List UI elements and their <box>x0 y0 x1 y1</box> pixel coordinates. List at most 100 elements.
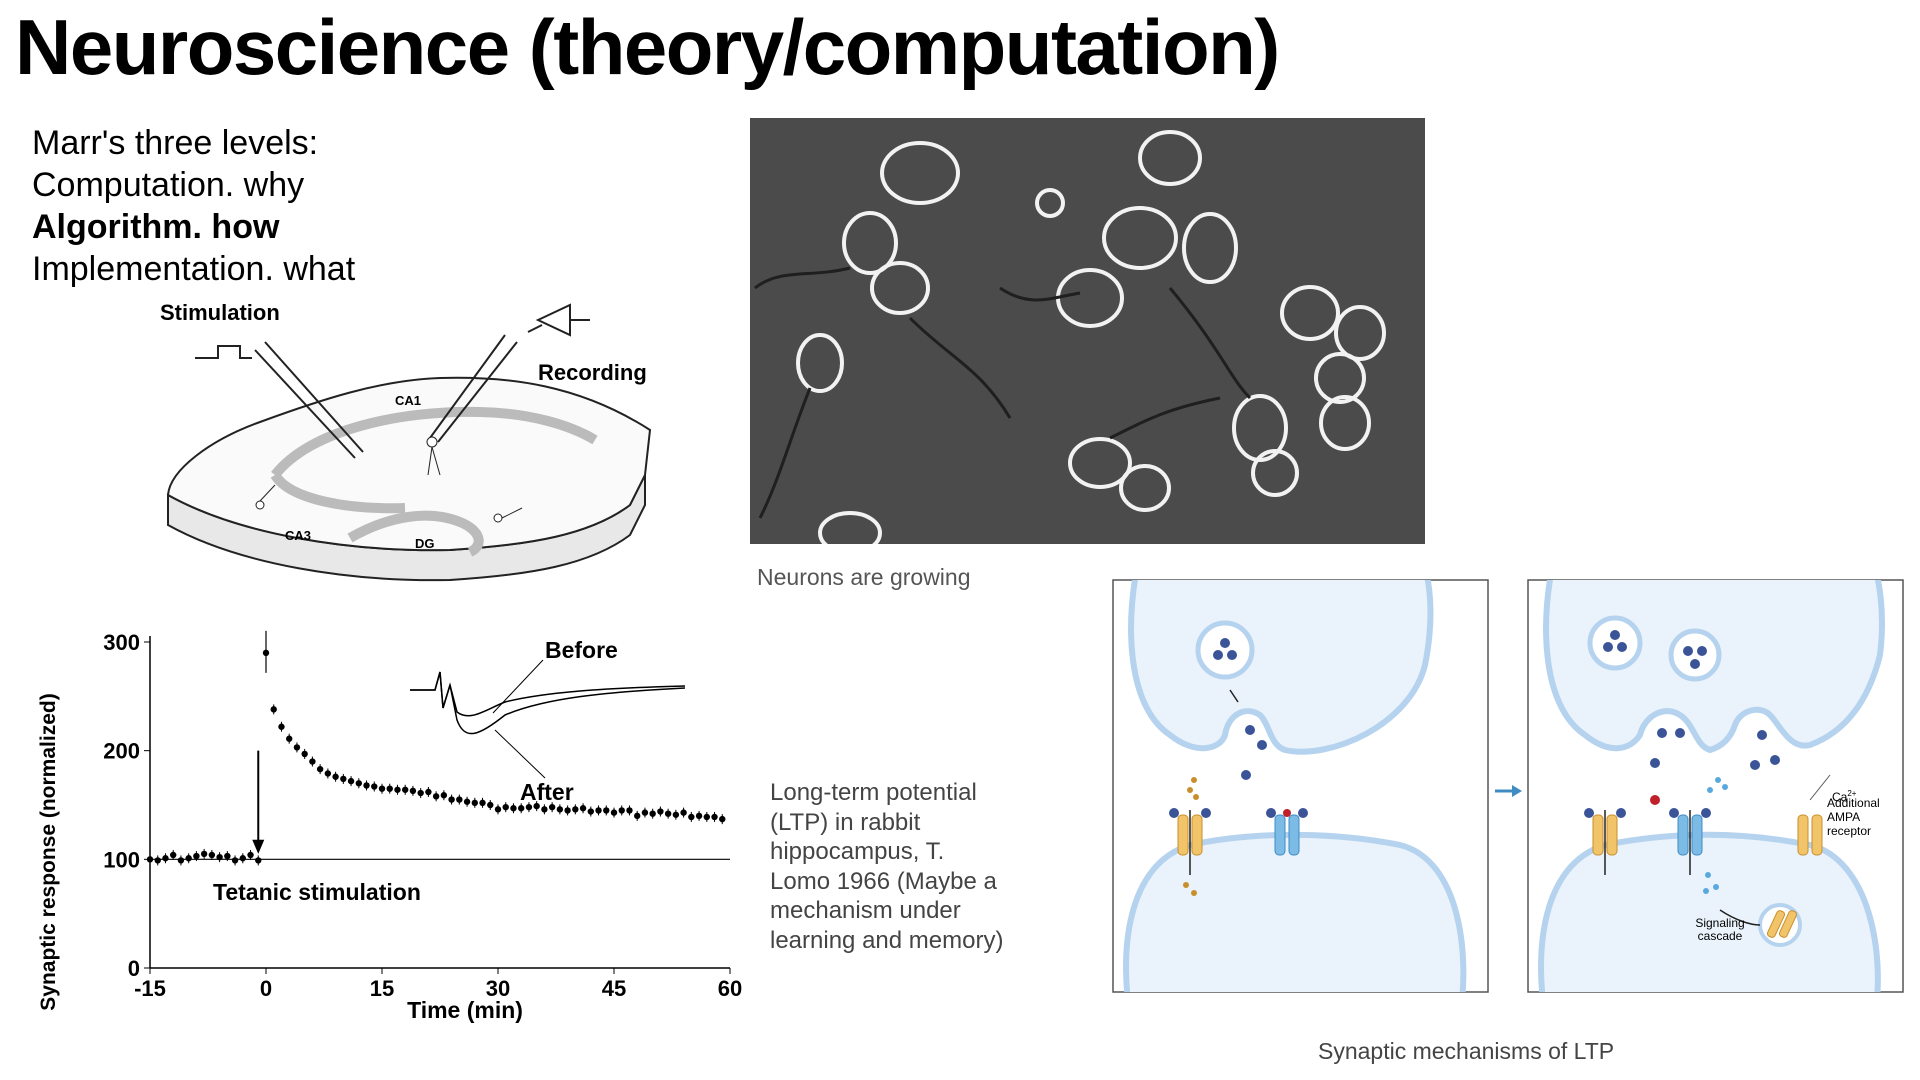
data-point <box>417 789 424 797</box>
y-tick-label: 300 <box>103 630 140 655</box>
data-point <box>185 855 192 862</box>
data-point <box>548 803 556 811</box>
signaling-label-1: Signaling <box>1695 916 1744 930</box>
data-point <box>719 815 726 823</box>
tetanic-label: Tetanic stimulation <box>213 879 421 905</box>
data-point <box>456 796 463 803</box>
ltp-caption: Long-term potential (LTP) in rabbit hipp… <box>770 779 1004 954</box>
data-point <box>471 799 478 807</box>
slide-title: Neuroscience (theory/computation) <box>15 3 1280 91</box>
data-point <box>432 793 440 800</box>
data-point <box>440 792 448 799</box>
stimulus-arrow-head <box>252 839 265 854</box>
data-point <box>409 787 417 795</box>
marr-algorithm: Algorithm. how <box>32 208 280 246</box>
data-point <box>510 805 517 812</box>
x-tick-label: 0 <box>260 976 272 1001</box>
data-point <box>572 806 579 813</box>
neuron-photo <box>750 118 1425 544</box>
data-point <box>533 802 540 810</box>
x-tick-label: 30 <box>486 976 510 1001</box>
data-point <box>332 773 339 780</box>
y-tick-label: 0 <box>128 956 140 981</box>
data-point <box>200 850 208 858</box>
data-point <box>634 812 641 820</box>
data-point <box>309 758 316 765</box>
additional-ampa-label-2: AMPA <box>1827 810 1860 824</box>
data-point <box>463 798 471 805</box>
data-point <box>603 807 610 814</box>
data-point <box>255 857 262 864</box>
data-point <box>587 808 594 815</box>
data-point <box>247 851 254 859</box>
data-point <box>363 782 370 789</box>
data-point <box>618 807 625 814</box>
ca-label: Ca2+ <box>1832 789 1857 804</box>
data-point <box>278 723 285 730</box>
data-point <box>162 855 169 862</box>
data-point <box>610 809 618 816</box>
data-point <box>525 803 533 811</box>
dg-label: DG <box>415 536 435 551</box>
data-point <box>177 857 185 864</box>
data-point <box>170 851 177 859</box>
data-point <box>703 813 710 821</box>
signaling-label-2: cascade <box>1698 929 1743 943</box>
data-point <box>224 852 231 860</box>
data-point <box>216 853 223 861</box>
marr-implementation: Implementation. what <box>32 250 356 288</box>
stimulation-label: Stimulation <box>160 300 280 325</box>
data-point <box>672 811 680 818</box>
neuron-photo-caption: Neurons are growing <box>757 564 971 590</box>
marr-computation: Computation. why <box>32 166 305 204</box>
data-point <box>626 807 633 814</box>
after-pointer <box>494 729 546 779</box>
x-tick-label: 45 <box>602 976 626 1001</box>
data-point <box>711 813 718 821</box>
data-point <box>494 806 502 813</box>
marr-heading: Marr's three levels: <box>32 124 319 162</box>
data-point <box>695 812 703 820</box>
data-point <box>688 813 695 821</box>
data-point <box>371 783 378 790</box>
y-axis-label: Synaptic response (normalized) <box>37 693 60 1010</box>
data-point <box>340 775 347 783</box>
before-trace <box>410 671 686 717</box>
data-point <box>479 799 486 807</box>
data-point <box>425 788 432 796</box>
data-point <box>595 807 602 814</box>
data-point <box>286 735 293 742</box>
data-point <box>664 810 672 817</box>
x-tick-label: -15 <box>134 976 166 1001</box>
data-point <box>208 851 216 859</box>
data-point <box>146 856 154 863</box>
data-point <box>386 785 393 792</box>
x-axis-label: Time (min) <box>407 997 523 1023</box>
data-point <box>378 785 386 792</box>
additional-ampa-label-3: receptor <box>1827 824 1871 838</box>
data-point <box>487 801 494 809</box>
after-label: After <box>520 779 574 805</box>
before-pointer <box>492 659 544 714</box>
data-point <box>301 750 308 758</box>
data-point <box>239 855 246 862</box>
x-tick-label: 60 <box>718 976 742 1001</box>
hippocampus-diagram: Stimulation Recording CA1 CA3 DG <box>160 300 652 582</box>
recording-label: Recording <box>538 360 647 385</box>
data-point <box>564 807 571 814</box>
after-trace <box>410 671 686 735</box>
data-point <box>657 808 664 815</box>
data-point <box>649 810 656 817</box>
data-point <box>518 805 525 812</box>
data-point <box>641 809 649 816</box>
data-point <box>293 744 301 751</box>
data-point <box>579 805 587 812</box>
ca1-label: CA1 <box>395 393 421 408</box>
y-tick-label: 200 <box>103 739 140 764</box>
data-point <box>316 765 324 773</box>
data-point <box>541 806 548 813</box>
data-point <box>231 857 239 864</box>
data-point <box>324 770 332 777</box>
data-point <box>402 786 409 793</box>
